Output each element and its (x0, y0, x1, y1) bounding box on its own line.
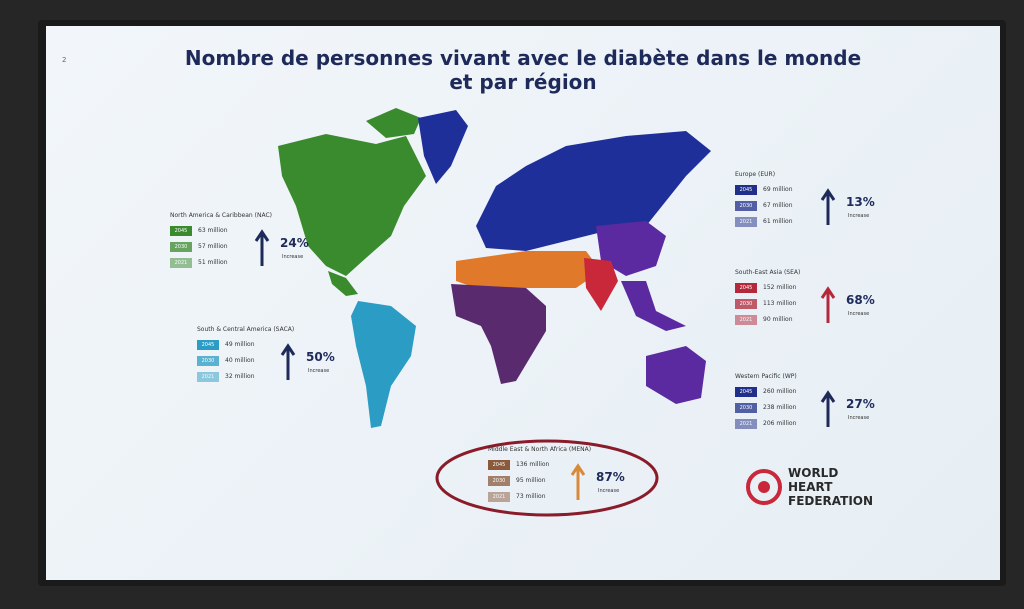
year-badge: 2030 (735, 201, 757, 211)
year-badge: 2030 (197, 356, 219, 366)
region-value: 206 million (763, 420, 797, 427)
slide-title: et par région (449, 70, 597, 94)
region-value: 63 million (198, 227, 228, 234)
change-label: Increase (282, 254, 304, 260)
region-name: Middle East & North Africa (MENA) (488, 446, 592, 453)
page-number: 2 (62, 56, 67, 64)
south-america (351, 301, 416, 428)
year-badge: 2030 (735, 299, 757, 309)
logo-text: FEDERATION (788, 494, 874, 508)
year-badge: 2021 (170, 258, 192, 268)
europe-russia (476, 131, 711, 251)
region-value: 136 million (516, 461, 550, 468)
region-value: 90 million (763, 316, 793, 323)
region-value: 32 million (225, 373, 255, 380)
year-badge: 2021 (735, 315, 757, 325)
year-badge: 2045 (197, 340, 219, 350)
year-badge: 2030 (170, 242, 192, 252)
world-map (254, 108, 836, 517)
logo-text: WORLD (788, 466, 839, 480)
year-badge: 2021 (735, 217, 757, 227)
region-name: South-East Asia (SEA) (735, 269, 801, 276)
region-value: 61 million (763, 218, 793, 225)
year-badge: 2045 (735, 387, 757, 397)
mena (456, 251, 601, 288)
region-value: 49 million (225, 341, 255, 348)
change-label: Increase (848, 415, 870, 421)
region-value: 113 million (763, 300, 797, 307)
region-name: South & Central America (SACA) (197, 326, 295, 333)
increase-arrow (820, 286, 836, 323)
region-value: 152 million (763, 284, 797, 291)
increase-arrow (254, 229, 270, 266)
region-value: 51 million (198, 259, 228, 266)
greenland (418, 110, 468, 184)
africa (451, 284, 546, 384)
change-label: Increase (598, 488, 620, 494)
highlight-ellipse (435, 439, 659, 517)
change-percent: 50% (306, 350, 335, 364)
region-value: 69 million (763, 186, 793, 193)
region-value: 40 million (225, 357, 255, 364)
slide: 2 Nombre de personnes vivant avec le dia… (46, 26, 1000, 580)
south-asia (584, 258, 618, 311)
increase-arrow (820, 188, 836, 225)
increase-arrow (820, 390, 836, 427)
year-badge: 2045 (735, 185, 757, 195)
region-value: 238 million (763, 404, 797, 411)
logo-ring (746, 469, 782, 505)
region-value: 73 million (516, 493, 546, 500)
central-america (328, 271, 358, 296)
year-badge: 2045 (488, 460, 510, 470)
increase-arrow (570, 463, 586, 500)
china (596, 221, 666, 276)
southeast-asia (621, 281, 686, 331)
region-value: 95 million (516, 477, 546, 484)
year-badge: 2030 (488, 476, 510, 486)
region-value: 67 million (763, 202, 793, 209)
region-name: North America & Caribbean (NAC) (170, 212, 272, 219)
north-america (278, 134, 426, 276)
region-name: Europe (EUR) (735, 171, 776, 178)
change-percent: 13% (846, 195, 875, 209)
year-badge: 2045 (735, 283, 757, 293)
change-percent: 87% (596, 470, 625, 484)
year-badge: 2021 (735, 419, 757, 429)
region-value: 260 million (763, 388, 797, 395)
change-label: Increase (308, 368, 330, 374)
year-badge: 2021 (197, 372, 219, 382)
year-badge: 2021 (488, 492, 510, 502)
change-percent: 27% (846, 397, 875, 411)
arctic-canada (366, 108, 421, 138)
change-percent: 24% (280, 236, 309, 250)
change-percent: 68% (846, 293, 875, 307)
region-value: 57 million (198, 243, 228, 250)
change-label: Increase (848, 311, 870, 317)
slide-title: Nombre de personnes vivant avec le diabè… (184, 46, 862, 70)
region-name: Western Pacific (WP) (735, 373, 797, 380)
logo-heart (758, 481, 770, 493)
logo-text: HEART (788, 480, 833, 494)
australia (646, 346, 706, 404)
year-badge: 2030 (735, 403, 757, 413)
year-badge: 2045 (170, 226, 192, 236)
change-label: Increase (848, 213, 870, 219)
increase-arrow (280, 343, 296, 380)
